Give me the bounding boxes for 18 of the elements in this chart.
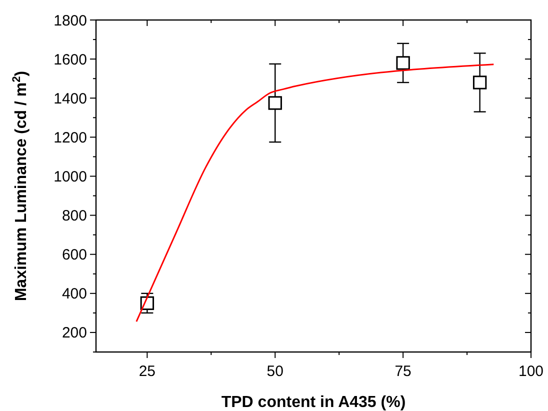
y-tick-label: 600 <box>62 246 87 264</box>
y-tick-label: 1000 <box>54 168 87 186</box>
point <box>472 76 487 90</box>
x-tick-label: 100 <box>518 363 544 380</box>
y-tick-label: 1800 <box>54 12 87 30</box>
point <box>396 56 410 70</box>
y-tick-label: 1400 <box>54 90 87 108</box>
y-tick-label: 1200 <box>54 129 87 146</box>
line-series <box>136 64 494 322</box>
y-tick-label: 1600 <box>54 51 87 68</box>
point <box>268 96 282 110</box>
x-axis-title: TPD content in A435 (%) <box>221 394 406 411</box>
y-tick-label: 800 <box>62 208 87 225</box>
y-tick-label: 400 <box>62 286 87 303</box>
y-tick-label: 200 <box>62 324 87 342</box>
x-tick-label: 50 <box>266 363 284 380</box>
x-tick-label: 25 <box>138 363 156 380</box>
x-tick-label: 75 <box>394 363 412 380</box>
